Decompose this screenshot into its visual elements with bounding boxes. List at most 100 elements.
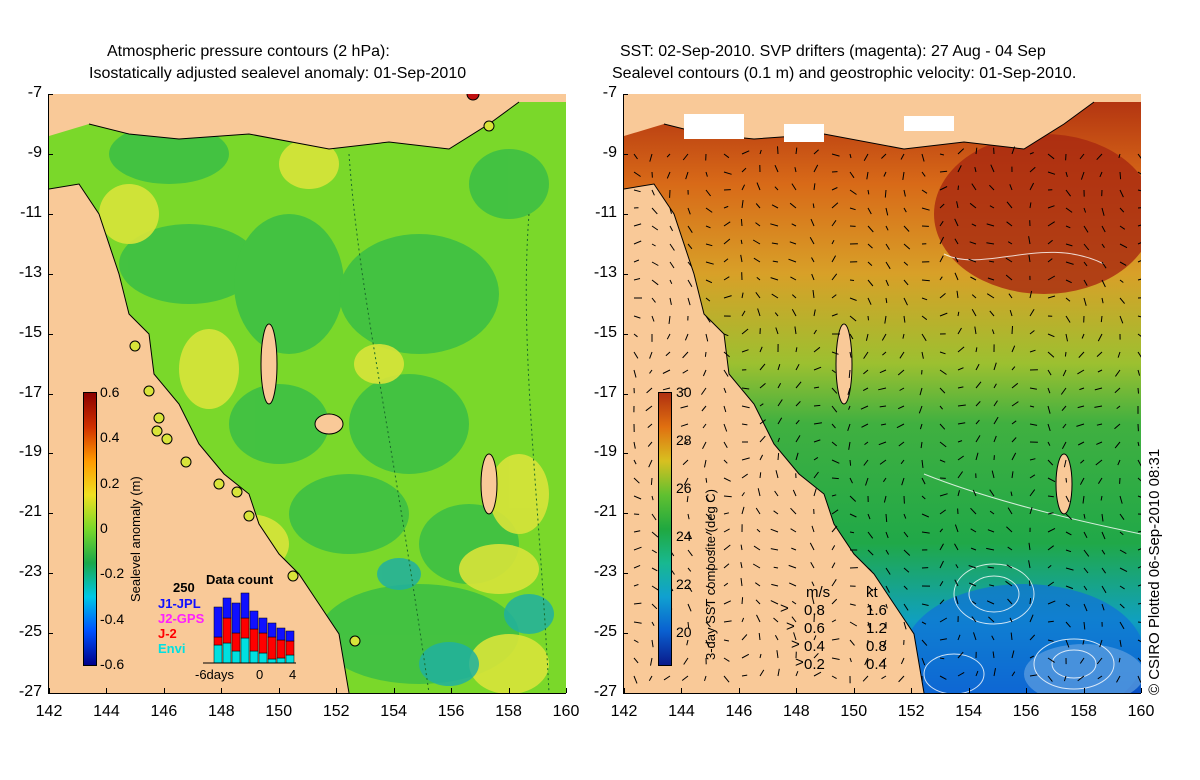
velocity-arrow bbox=[723, 205, 729, 209]
sealevel-colorbar-label: Sealevel anomaly (m) bbox=[128, 476, 143, 602]
sst-field bbox=[624, 94, 1141, 693]
x-tick-mark bbox=[393, 688, 395, 693]
velocity-arrow bbox=[633, 278, 641, 281]
velocity-arrow bbox=[759, 149, 762, 155]
y-tick-mark bbox=[623, 213, 628, 215]
velocity-legend-kt: 0.8 bbox=[866, 638, 887, 655]
velocity-arrow bbox=[831, 675, 837, 680]
velocity-arrow bbox=[957, 404, 966, 407]
velocity-arrow bbox=[741, 506, 745, 515]
velocity-arrow bbox=[1137, 441, 1140, 447]
y-tick-mark bbox=[623, 693, 628, 694]
velocity-arrow bbox=[989, 510, 995, 515]
velocity-arrow bbox=[1081, 333, 1085, 339]
velocity-arrow bbox=[867, 225, 874, 233]
velocity-arrow bbox=[991, 329, 995, 335]
velocity-arrow bbox=[1047, 545, 1055, 551]
velocity-arrow bbox=[903, 531, 909, 538]
velocity-arrow bbox=[867, 243, 873, 249]
velocity-arrow bbox=[771, 583, 779, 587]
velocity-arrow bbox=[903, 513, 907, 519]
velocity-arrow bbox=[885, 603, 888, 609]
velocity-arrow bbox=[987, 529, 995, 533]
velocity-arrow bbox=[1119, 243, 1128, 249]
velocity-arrow bbox=[791, 309, 797, 317]
velocity-arrow bbox=[795, 401, 801, 407]
velocity-arrow bbox=[831, 255, 837, 263]
velocity-arrow bbox=[1077, 369, 1085, 375]
velocity-arrow bbox=[1114, 441, 1121, 449]
plot-credit: © CSIRO Plotted 06-Sep-2010 08:31 bbox=[1146, 448, 1163, 695]
velocity-arrow bbox=[986, 293, 995, 299]
data-count-bar bbox=[240, 637, 250, 664]
velocity-arrow bbox=[969, 202, 977, 209]
sst-colorbar-tick: 26 bbox=[676, 480, 692, 496]
velocity-arrow bbox=[705, 333, 709, 342]
velocity-arrow bbox=[1029, 674, 1038, 677]
velocity-arrow bbox=[903, 189, 906, 197]
y-tick-label: -15 bbox=[593, 323, 617, 341]
velocity-arrow bbox=[687, 585, 693, 592]
velocity-arrow bbox=[1029, 309, 1035, 317]
velocity-arrow bbox=[864, 657, 869, 666]
velocity-arrow bbox=[705, 495, 710, 503]
velocity-arrow bbox=[831, 657, 840, 660]
velocity-arrow bbox=[921, 657, 926, 666]
velocity-arrow bbox=[990, 164, 995, 173]
velocity-arrow bbox=[792, 489, 797, 497]
velocity-arrow bbox=[755, 222, 761, 227]
velocity-arrow bbox=[741, 310, 746, 317]
velocity-arrow bbox=[900, 657, 905, 665]
velocity-arrow bbox=[901, 477, 905, 486]
velocity-arrow bbox=[1119, 567, 1128, 573]
left-title-line2: Isostatically adjusted sealevel anomaly:… bbox=[89, 65, 467, 82]
velocity-arrow bbox=[1063, 675, 1067, 682]
velocity-arrow bbox=[1079, 657, 1085, 664]
velocity-arrow bbox=[1028, 254, 1031, 263]
velocity-arrow bbox=[704, 351, 707, 357]
velocity-arrow bbox=[795, 347, 798, 353]
velocity-arrow bbox=[723, 387, 727, 393]
velocity-arrow bbox=[849, 279, 855, 281]
velocity-arrow bbox=[1006, 526, 1013, 533]
x-tick-mark bbox=[336, 688, 338, 693]
velocity-arrow bbox=[1007, 598, 1013, 605]
velocity-arrow bbox=[651, 189, 655, 196]
velocity-arrow bbox=[1101, 243, 1105, 248]
velocity-arrow bbox=[971, 616, 977, 623]
velocity-arrow bbox=[770, 600, 779, 605]
velocity-arrow bbox=[903, 225, 910, 232]
y-tick-label: -27 bbox=[18, 683, 42, 700]
velocity-arrow bbox=[1029, 387, 1037, 390]
velocity-arrow bbox=[705, 621, 711, 628]
x-tick-mark bbox=[796, 688, 798, 693]
velocity-arrow bbox=[831, 273, 838, 281]
data-count-bar bbox=[267, 658, 277, 664]
velocity-arrow bbox=[831, 509, 839, 515]
velocity-arrow bbox=[1119, 549, 1127, 555]
velocity-arrow bbox=[633, 369, 637, 378]
y-tick-label: -17 bbox=[593, 383, 617, 401]
velocity-arrow bbox=[1065, 315, 1071, 323]
velocity-arrow bbox=[723, 477, 731, 482]
velocity-arrow bbox=[1011, 345, 1016, 353]
velocity-arrow bbox=[1083, 279, 1088, 286]
velocity-arrow bbox=[1009, 184, 1013, 191]
velocity-arrow bbox=[1101, 297, 1104, 304]
velocity-arrow bbox=[849, 621, 858, 627]
velocity-arrow bbox=[651, 279, 659, 286]
velocity-arrow bbox=[1065, 261, 1074, 265]
velocity-arrow bbox=[1117, 351, 1121, 358]
velocity-arrow bbox=[1078, 351, 1085, 358]
velocity-arrow bbox=[811, 581, 815, 587]
velocity-arrow bbox=[686, 639, 689, 646]
velocity-arrow bbox=[1065, 297, 1071, 302]
velocity-arrow bbox=[723, 639, 729, 642]
velocity-arrow bbox=[1137, 530, 1141, 533]
velocity-arrow bbox=[723, 333, 729, 337]
velocity-arrow bbox=[939, 675, 947, 680]
velocity-arrow bbox=[633, 621, 642, 624]
left-title-line1: Atmospheric pressure contours (2 hPa): bbox=[107, 43, 390, 60]
data-count-x-label: -6days bbox=[195, 667, 235, 682]
velocity-arrow bbox=[1083, 261, 1088, 267]
